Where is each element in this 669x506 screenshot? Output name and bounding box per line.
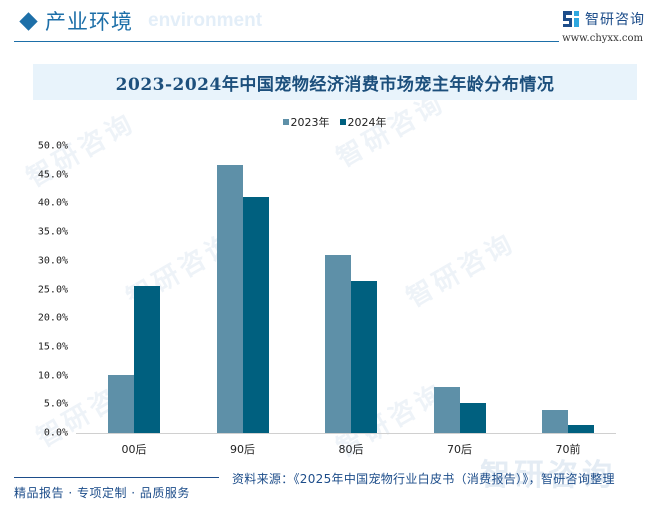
x-tick-label: 80后 — [338, 443, 364, 456]
legend-item-2024: 2024年 — [339, 114, 387, 130]
y-tick-label: 50.0% — [37, 140, 68, 152]
brand-logo-icon — [563, 11, 579, 27]
chart-title-band: 2023-2024年中国宠物经济消费市场宠主年龄分布情况 — [33, 64, 637, 100]
y-tick-label: 40.0% — [37, 197, 68, 209]
section-title-en: environment — [148, 10, 263, 31]
brand-url: www.chyxx.com — [562, 33, 643, 44]
bar-90后-2024年 — [242, 197, 269, 433]
legend-item-2023: 2023年 — [282, 114, 330, 130]
bar-70前-2023年 — [542, 410, 568, 433]
diamond-icon — [19, 11, 38, 31]
header-divider — [14, 41, 559, 42]
bar-00后-2024年 — [134, 286, 160, 433]
bar-80后-2023年 — [325, 255, 351, 433]
x-axis-line — [76, 433, 616, 434]
x-tick-label: 90后 — [230, 443, 255, 456]
legend-swatch-icon — [339, 119, 346, 125]
y-tick-label: 10.0% — [37, 370, 68, 382]
y-tick-label: 25.0% — [37, 284, 68, 295]
brand: 智研咨询 — [563, 9, 645, 29]
chart-title: 2023-2024年中国宠物经济消费市场宠主年龄分布情况 — [115, 74, 555, 95]
y-tick-label: 0.0% — [43, 427, 68, 439]
y-tick-label: 20.0% — [37, 312, 68, 324]
chart-legend: 2023年 2024年 — [0, 114, 669, 130]
x-tick-label: 70后 — [447, 443, 472, 456]
x-tick-label: 00后 — [121, 443, 147, 456]
y-tick-label: 30.0% — [37, 255, 68, 267]
data-source: 资料来源：《2025年中国宠物行业白皮书（消费报告）》，智研咨询整理 — [232, 472, 615, 486]
legend-label: 2023年 — [290, 116, 330, 129]
bar-70后-2024年 — [459, 403, 486, 433]
footer-tagline: 精品报告 · 专项定制 · 品质服务 — [14, 486, 190, 500]
legend-label: 2024年 — [347, 116, 387, 129]
y-tick-label: 35.0% — [37, 226, 68, 238]
footer-divider — [14, 477, 219, 478]
bar-00后-2023年 — [108, 375, 134, 433]
brand-name: 智研咨询 — [585, 12, 645, 28]
bar-90后-2023年 — [216, 164, 243, 433]
legend-swatch-icon — [282, 119, 289, 125]
bar-70后-2023年 — [433, 387, 460, 433]
section-title: 产业环境 — [45, 10, 133, 34]
section-header: 产业环境 — [16, 6, 133, 36]
bar-70前-2024年 — [568, 424, 594, 433]
y-tick-label: 45.0% — [37, 169, 68, 181]
bar-80后-2024年 — [351, 280, 377, 433]
x-tick-label: 70前 — [555, 443, 581, 456]
y-tick-label: 5.0% — [43, 398, 68, 410]
y-tick-label: 15.0% — [37, 341, 68, 353]
